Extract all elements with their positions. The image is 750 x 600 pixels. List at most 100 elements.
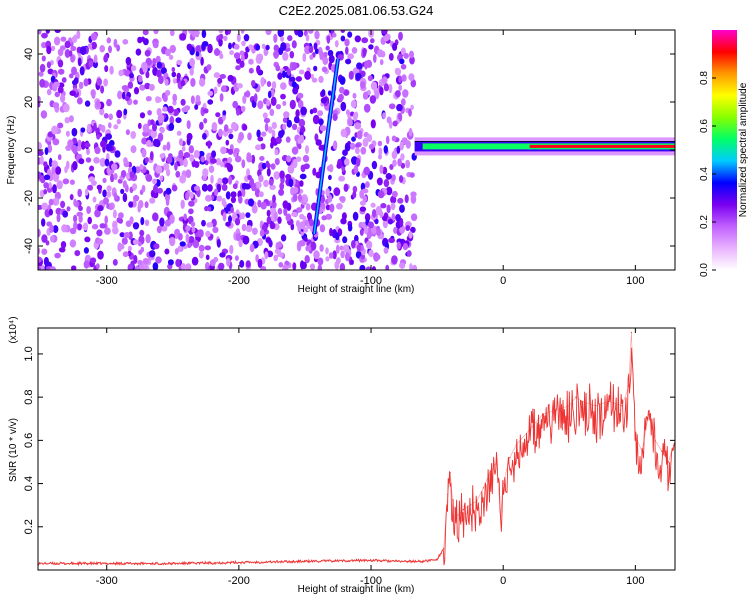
heatmap-speckle — [353, 164, 359, 174]
heatmap-speckle — [76, 30, 81, 40]
heatmap-speckle — [355, 147, 360, 155]
heatmap-speckle — [277, 241, 283, 248]
heatmap-speckle — [334, 40, 339, 48]
heatmap-speckle — [41, 41, 47, 49]
heatmap-speckle — [276, 137, 282, 143]
heatmap-speckle — [410, 104, 414, 111]
heatmap-speckle — [405, 225, 411, 231]
heatmap-speckle — [44, 147, 49, 156]
heatmap-speckle — [241, 159, 246, 169]
heatmap-speckle — [52, 138, 60, 146]
heatmap-speckle — [73, 34, 78, 43]
heatmap-speckle — [48, 182, 52, 189]
heatmap-speckle — [213, 48, 221, 56]
heatmap-speckle — [399, 262, 406, 269]
heatmap-speckle — [121, 237, 128, 245]
snr-point — [555, 409, 557, 411]
heatmap-speckle — [38, 102, 41, 108]
heatmap-speckle — [396, 145, 401, 154]
heatmap-speckle — [57, 68, 65, 75]
snr-point — [304, 560, 306, 563]
heatmap-speckle — [174, 228, 181, 236]
heatmap-cells — [38, 30, 675, 270]
heatmap-speckle — [38, 246, 41, 256]
heatmap-speckle — [264, 122, 269, 132]
heatmap-speckle — [99, 223, 106, 229]
x-tick-label: 0 — [500, 575, 506, 587]
heatmap-speckle — [80, 46, 87, 56]
heatmap-speckle — [361, 188, 369, 194]
heatmap-speckle — [191, 256, 199, 266]
heatmap-speckle — [71, 265, 77, 270]
heatmap-speckle — [372, 209, 377, 218]
heatmap-speckle — [280, 234, 287, 242]
heatmap-speckle — [313, 250, 320, 260]
heatmap-speckle — [106, 191, 112, 198]
heatmap-speckle — [104, 65, 109, 73]
heatmap-speckle — [163, 163, 170, 171]
heatmap-speckle — [238, 131, 245, 141]
heatmap-speckle — [208, 165, 215, 173]
heatmap-speckle — [41, 218, 46, 227]
heatmap-speckle — [351, 136, 356, 142]
heatmap-speckle — [38, 265, 41, 270]
heatmap-speckle — [218, 262, 225, 270]
heatmap-speckle — [271, 81, 277, 90]
heatmap-speckle — [239, 60, 245, 68]
heatmap-speckle — [97, 238, 104, 245]
snr-point — [621, 405, 623, 407]
heatmap-speckle — [249, 243, 255, 253]
heatmap-speckle — [402, 89, 409, 98]
heatmap-speckle — [65, 130, 70, 137]
heatmap-speckle — [83, 260, 90, 269]
heatmap-speckle — [88, 176, 95, 183]
heatmap-speckle — [391, 150, 398, 160]
heatmap-speckle — [206, 222, 214, 228]
heatmap-speckle — [359, 206, 367, 212]
heatmap-speckle — [169, 30, 175, 37]
heatmap-speckle — [77, 57, 82, 67]
heatmap-speckle — [164, 78, 169, 86]
heatmap-speckle — [89, 165, 95, 172]
heatmap-speckle — [256, 129, 261, 138]
heatmap-speckle — [278, 188, 285, 196]
heatmap-speckle — [52, 184, 57, 194]
heatmap-speckle — [153, 138, 159, 147]
heatmap-speckle — [66, 206, 71, 212]
heatmap-speckle — [144, 157, 149, 163]
heatmap-speckle — [116, 118, 122, 125]
heatmap-speckle — [326, 35, 331, 44]
heatmap-speckle — [317, 110, 324, 117]
heatmap-speckle — [348, 118, 353, 127]
snr-point — [423, 560, 425, 563]
heatmap-speckle — [409, 50, 414, 59]
colorbar-tick-label: 0.0 — [699, 263, 710, 277]
heatmap-speckle — [82, 222, 89, 231]
heatmap-speckle — [156, 108, 162, 116]
heatmap-speckle — [282, 123, 287, 131]
colorbar-tick-label: 0.2 — [699, 215, 710, 229]
heatmap-speckle — [111, 163, 118, 171]
heatmap-speckle — [80, 127, 86, 133]
snr-point — [608, 400, 610, 403]
snr-noisy-trace — [38, 347, 675, 567]
heatmap-speckle — [225, 139, 230, 146]
heatmap-speckle — [286, 155, 292, 163]
heatmap-speckle — [362, 47, 367, 57]
heatmap-speckle — [257, 100, 264, 110]
heatmap-speckle — [141, 184, 146, 193]
heatmap-speckle — [43, 256, 50, 267]
heatmap-speckle — [388, 237, 395, 243]
heatmap-speckle — [355, 72, 362, 80]
heatmap-speckle — [43, 182, 49, 189]
heatmap-speckle — [339, 245, 344, 251]
heatmap-speckle — [61, 224, 68, 233]
heatmap-speckle — [332, 113, 338, 122]
heatmap-speckle — [105, 143, 113, 152]
heatmap-speckle — [39, 155, 44, 165]
heatmap-speckle — [212, 226, 219, 233]
heatmap-speckle — [292, 158, 298, 169]
heatmap-speckle — [318, 118, 324, 126]
heatmap-speckle — [362, 195, 368, 203]
